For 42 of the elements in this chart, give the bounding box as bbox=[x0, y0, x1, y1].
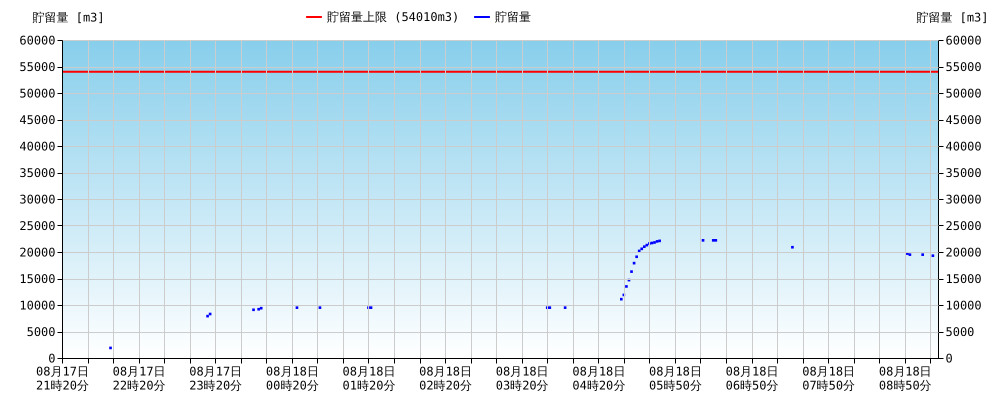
y2-tick-label: 45000 bbox=[946, 113, 982, 127]
y-tick-label: 35000 bbox=[19, 166, 56, 180]
x-tick-label: 08月17日 21時20分 bbox=[36, 364, 89, 392]
y-tick-label: 60000 bbox=[19, 34, 56, 48]
y2-tick-label: 0 bbox=[946, 352, 953, 366]
y-tick-label: 30000 bbox=[19, 192, 56, 206]
legend-label: 貯留量 bbox=[495, 10, 531, 24]
y2-tick-label: 40000 bbox=[946, 140, 982, 154]
x-tick-label: 08月18日 03時20分 bbox=[496, 364, 549, 392]
x-tick-label: 08月18日 01時20分 bbox=[342, 364, 396, 392]
y-tick-label: 10000 bbox=[19, 298, 56, 312]
y2-tick-label: 10000 bbox=[946, 298, 982, 312]
y-tick-label: 40000 bbox=[19, 140, 56, 154]
y-tick-label: 5000 bbox=[26, 325, 56, 339]
y-tick-label: 50000 bbox=[19, 86, 56, 100]
x-tick-label: 08月17日 23時20分 bbox=[189, 364, 242, 392]
y2-tick-label: 30000 bbox=[946, 192, 982, 206]
y2-tick-label: 20000 bbox=[946, 246, 982, 260]
x-tick-label: 08月18日 00時20分 bbox=[266, 364, 319, 392]
x-tick-label: 08月18日 04時20分 bbox=[572, 364, 626, 392]
x-tick-label: 08月18日 08時50分 bbox=[878, 364, 932, 392]
y-tick-label: 55000 bbox=[19, 60, 56, 74]
y-tick-label: 45000 bbox=[19, 113, 56, 127]
y-tick-label: 25000 bbox=[19, 219, 56, 233]
x-tick-label: 08月18日 07時50分 bbox=[802, 364, 856, 392]
y2-tick-label: 35000 bbox=[946, 166, 982, 180]
x-tick-label: 08月18日 06時50分 bbox=[726, 364, 779, 392]
y2-tick-label: 5000 bbox=[946, 325, 974, 339]
y2-tick-label: 60000 bbox=[946, 34, 982, 48]
y2-tick-label: 50000 bbox=[946, 86, 982, 100]
y2-axis-title: 貯留量 [m3] bbox=[916, 10, 988, 24]
y-tick-label: 0 bbox=[48, 352, 56, 366]
y2-tick-label: 15000 bbox=[946, 272, 982, 286]
y-axis-title: 貯留量 [m3] bbox=[32, 10, 105, 24]
y-tick-label: 20000 bbox=[19, 246, 56, 260]
y2-tick-label: 55000 bbox=[946, 60, 982, 74]
y-tick-label: 15000 bbox=[19, 272, 56, 286]
legend-label: 貯留量上限 (54010m3) bbox=[327, 10, 460, 24]
y2-tick-label: 25000 bbox=[946, 219, 982, 233]
x-tick-label: 08月18日 02時20分 bbox=[419, 364, 472, 392]
x-tick-label: 08月18日 05時50分 bbox=[648, 364, 702, 392]
x-tick-label: 08月17日 22時20分 bbox=[112, 364, 166, 392]
